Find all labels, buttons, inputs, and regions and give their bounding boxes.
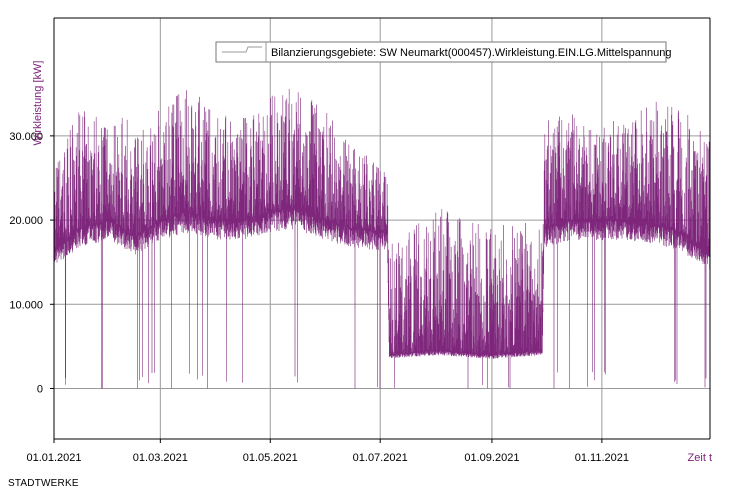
y-tick-label: 0 <box>37 383 43 395</box>
x-axis-title: Zeit t <box>688 452 712 464</box>
series-path <box>53 88 711 389</box>
x-tick-label: 01.07.2021 <box>353 452 408 464</box>
x-tick-label: 01.03.2021 <box>133 452 188 464</box>
legend: Bilanzierungsgebiete: SW Neumarkt(000457… <box>215 41 671 63</box>
y-tick-label: 10.000 <box>9 299 43 311</box>
y-tick-label: 30.000 <box>9 131 43 143</box>
x-tick-label: 01.05.2021 <box>243 452 298 464</box>
series-line <box>53 88 711 389</box>
legend-entry: Bilanzierungsgebiete: SW Neumarkt(000457… <box>271 47 671 59</box>
x-tick-label: 01.09.2021 <box>464 452 519 464</box>
footer-brand: STADTWERKE <box>8 478 79 489</box>
y-axis-title: Wirkleistung [kW] <box>32 61 44 146</box>
y-tick-label: 20.000 <box>9 215 43 227</box>
axes <box>53 17 711 440</box>
x-tick-labels: 01.01.2021 01.03.2021 01.05.2021 01.07.2021… <box>26 439 629 464</box>
legend-box <box>215 41 667 63</box>
x-tick-label: 01.11.2021 <box>575 452 629 464</box>
legend-line-sample <box>222 46 262 53</box>
y-tick-labels: 0 10.000 20.000 30.000 <box>9 131 54 395</box>
x-tick-label: 01.01.2021 <box>26 452 81 464</box>
